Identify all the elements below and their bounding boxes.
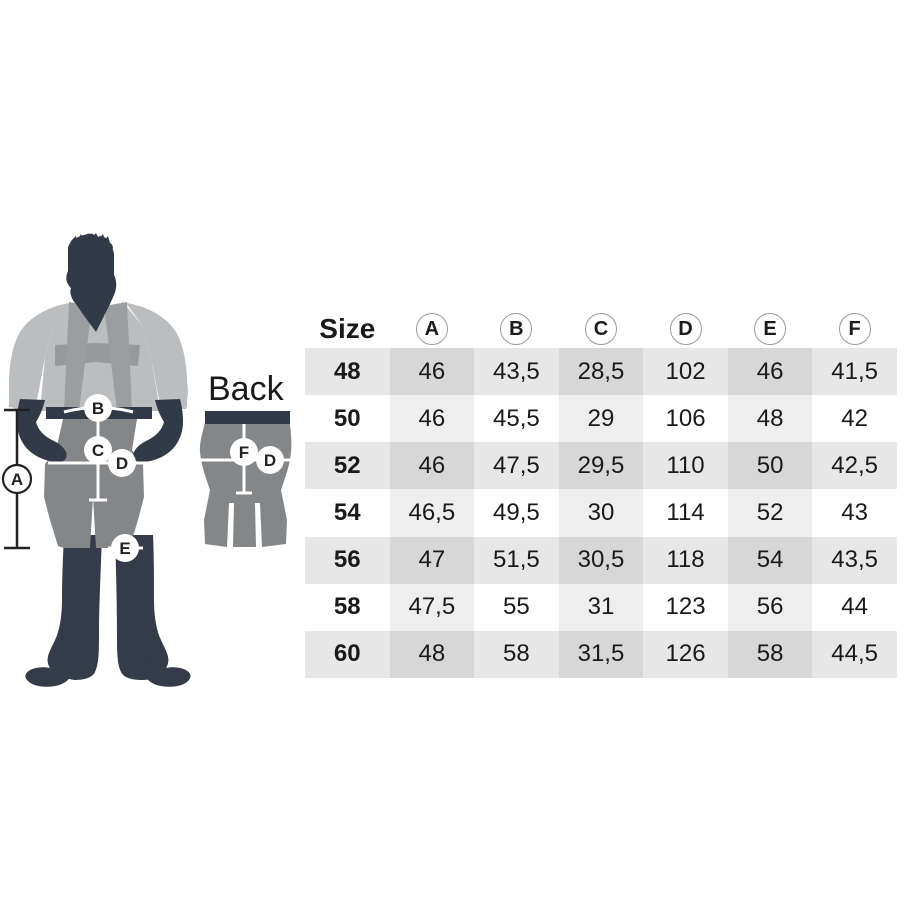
svg-text:A: A (11, 470, 23, 489)
svg-text:D: D (116, 454, 128, 473)
svg-text:Back: Back (208, 370, 285, 408)
svg-text:D: D (264, 451, 276, 470)
svg-text:C: C (92, 441, 104, 460)
svg-text:E: E (119, 539, 130, 558)
svg-text:B: B (92, 399, 104, 418)
